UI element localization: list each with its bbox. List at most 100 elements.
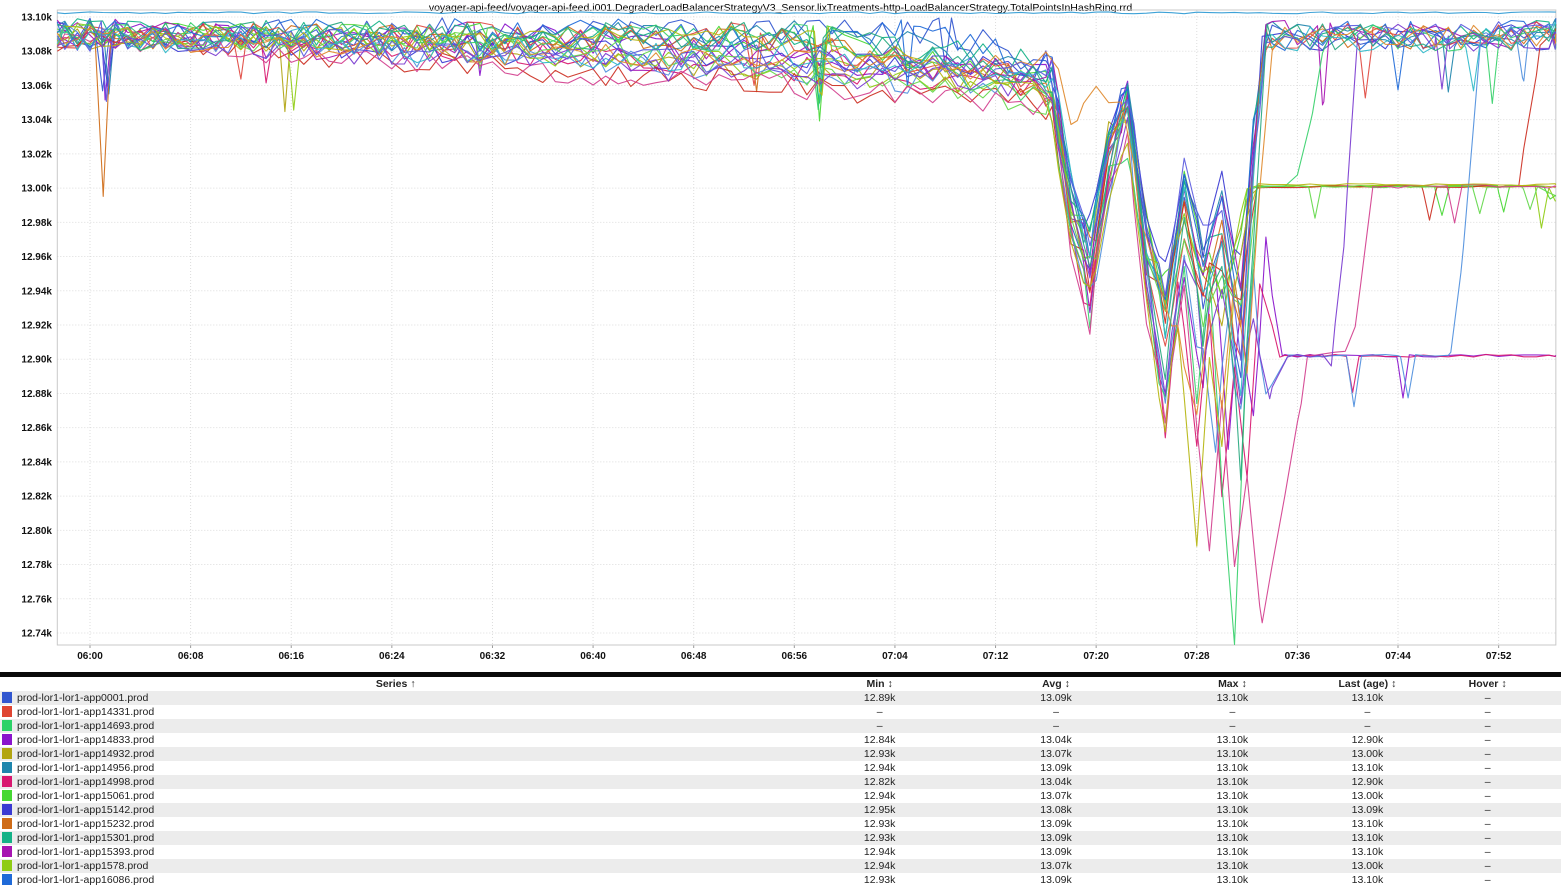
series-name: prod-lor1-lor1-app1578.prod xyxy=(17,860,149,872)
x-axis-label: 07:44 xyxy=(1385,651,1411,662)
series-color-swatch xyxy=(2,692,12,703)
sort-arrow-icon: ↕ xyxy=(887,678,893,690)
legend-row[interactable]: prod-lor1-lor1-app15393.prod 12.94k 13.09k… xyxy=(0,845,1561,859)
series-line xyxy=(56,24,1557,415)
max-cell: 13.10k xyxy=(1216,734,1249,746)
series-line xyxy=(57,23,1557,324)
min-cell: 12.95k xyxy=(863,804,896,816)
column-header-avg[interactable]: Avg ↕ xyxy=(968,677,1144,691)
avg-cell: – xyxy=(1053,706,1059,718)
series-name: prod-lor1-lor1-app16086.prod xyxy=(17,874,155,886)
x-axis-label: 07:36 xyxy=(1285,651,1311,662)
series-name: prod-lor1-lor1-app14998.prod xyxy=(17,776,155,788)
max-cell: – xyxy=(1229,720,1236,732)
column-header-hover[interactable]: Hover ↕ xyxy=(1414,677,1561,691)
avg-cell: 13.09k xyxy=(1040,692,1072,704)
last-cell: 13.10k xyxy=(1351,846,1384,858)
y-axis-label: 12.90k xyxy=(21,355,52,366)
legend-row[interactable]: prod-lor1-lor1-app1578.prod 12.94k 13.07k 1… xyxy=(0,859,1561,873)
legend-row[interactable]: prod-lor1-lor1-app14956.prod 12.94k 13.09k… xyxy=(0,761,1561,775)
last-cell: 13.00k xyxy=(1351,790,1384,802)
series-cell: prod-lor1-lor1-app14932.prod xyxy=(0,747,791,761)
x-axis-label: 06:08 xyxy=(178,651,204,662)
max-cell: 13.10k xyxy=(1216,790,1249,802)
legend-row[interactable]: prod-lor1-lor1-app14998.prod 12.82k 13.04k… xyxy=(0,775,1561,789)
legend-row[interactable]: prod-lor1-lor1-app0001.prod 12.89k 13.09k 1… xyxy=(0,691,1561,705)
min-cell: – xyxy=(876,720,883,732)
min-cell: 12.94k xyxy=(863,762,896,774)
legend-row[interactable]: prod-lor1-lor1-app14833.prod 12.84k 13.04k… xyxy=(0,733,1561,747)
y-axis-label: 12.76k xyxy=(21,594,52,605)
max-cell: 13.10k xyxy=(1216,860,1249,872)
last-cell: 13.00k xyxy=(1351,748,1384,760)
max-cell: – xyxy=(1229,706,1236,718)
series-color-swatch xyxy=(2,776,12,787)
min-cell: 12.93k xyxy=(863,832,896,844)
legend-row[interactable]: prod-lor1-lor1-app15232.prod 12.93k 13.09k… xyxy=(0,817,1561,831)
last-cell: 13.00k xyxy=(1351,860,1384,872)
chart-canvas[interactable]: 13.10k 13.08k 13.06k 13.04k 13.02k 13.00k 12.9… xyxy=(0,0,1561,672)
series-line xyxy=(56,22,1557,646)
series-cell: prod-lor1-lor1-app14956.prod xyxy=(0,761,791,775)
legend-row[interactable]: prod-lor1-lor1-app14932.prod 12.93k 13.07k… xyxy=(0,747,1561,761)
series-name: prod-lor1-lor1-app14833.prod xyxy=(17,734,155,746)
legend-row[interactable]: prod-lor1-lor1-app16086.prod 12.93k 13.09k… xyxy=(0,873,1561,887)
column-header-series[interactable]: Series ↑ xyxy=(0,677,791,691)
series-line xyxy=(56,20,1557,361)
column-header-label: Series xyxy=(375,678,408,690)
legend-row[interactable]: prod-lor1-lor1-app15301.prod 12.93k 13.09k… xyxy=(0,831,1561,845)
y-axis-label: 12.96k xyxy=(21,252,52,263)
last-cell: 13.10k xyxy=(1351,818,1384,830)
series-cell: prod-lor1-lor1-app14998.prod xyxy=(0,775,791,789)
legend-row[interactable]: prod-lor1-lor1-app15142.prod 12.95k 13.08k… xyxy=(0,803,1561,817)
max-cell: 13.10k xyxy=(1216,762,1249,774)
avg-cell: 13.07k xyxy=(1040,790,1072,802)
min-cell: 12.94k xyxy=(863,860,896,872)
avg-cell: 13.09k xyxy=(1040,818,1072,830)
y-axis-label: 12.88k xyxy=(21,389,52,400)
max-cell: 13.10k xyxy=(1216,748,1249,760)
series-name: prod-lor1-lor1-app15301.prod xyxy=(17,832,155,844)
legend-row[interactable]: prod-lor1-lor1-app14693.prod – – – – – xyxy=(0,719,1561,733)
series-line xyxy=(56,18,1557,296)
hover-cell: – xyxy=(1484,692,1491,704)
y-axis-label: 12.74k xyxy=(21,628,52,639)
series-name: prod-lor1-lor1-app14956.prod xyxy=(17,762,155,774)
series-color-swatch xyxy=(2,748,12,759)
series-line xyxy=(57,21,1557,450)
last-cell: 12.90k xyxy=(1351,776,1384,788)
series-name: prod-lor1-lor1-app15232.prod xyxy=(17,818,155,830)
column-header-last-age[interactable]: Last (age) ↕ xyxy=(1321,677,1415,691)
column-header-label: Hover xyxy=(1468,678,1499,690)
y-axis-label: 12.94k xyxy=(21,286,52,297)
y-axis-label: 13.02k xyxy=(21,149,52,160)
series-line xyxy=(57,18,1557,310)
x-axis-label: 06:00 xyxy=(77,651,103,662)
x-axis-label: 07:12 xyxy=(983,651,1009,662)
series-color-swatch xyxy=(2,734,12,745)
legend-row[interactable]: prod-lor1-lor1-app14331.prod – – – – – xyxy=(0,705,1561,719)
series-line xyxy=(57,11,1556,15)
series-line xyxy=(56,23,1556,306)
legend-header-row: Series ↑ Min ↕ Avg ↕ Max ↕ Last (age) ↕ Hover ↕ xyxy=(0,677,1561,691)
last-cell: – xyxy=(1364,720,1371,732)
min-cell: 12.82k xyxy=(863,776,896,788)
x-axis-label: 06:48 xyxy=(681,651,707,662)
max-cell: 13.10k xyxy=(1216,776,1249,788)
hover-cell: – xyxy=(1484,860,1491,872)
legend-row[interactable]: prod-lor1-lor1-app15061.prod 12.94k 13.07k… xyxy=(0,789,1561,803)
avg-cell: – xyxy=(1053,720,1059,732)
sort-arrow-icon: ↕ xyxy=(1391,678,1397,690)
series-name: prod-lor1-lor1-app14932.prod xyxy=(17,748,155,760)
hover-cell: – xyxy=(1484,762,1491,774)
series-color-swatch xyxy=(2,846,12,857)
column-header-label: Last (age) xyxy=(1338,678,1389,690)
column-header-min[interactable]: Min ↕ xyxy=(791,677,967,691)
avg-cell: 13.04k xyxy=(1040,776,1072,788)
series-name: prod-lor1-lor1-app15393.prod xyxy=(17,846,155,858)
y-axis-label: 13.06k xyxy=(21,81,52,92)
column-header-max[interactable]: Max ↕ xyxy=(1144,677,1320,691)
avg-cell: 13.07k xyxy=(1040,860,1072,872)
y-axis-label: 12.98k xyxy=(21,218,52,229)
y-axis-label: 12.78k xyxy=(21,560,52,571)
